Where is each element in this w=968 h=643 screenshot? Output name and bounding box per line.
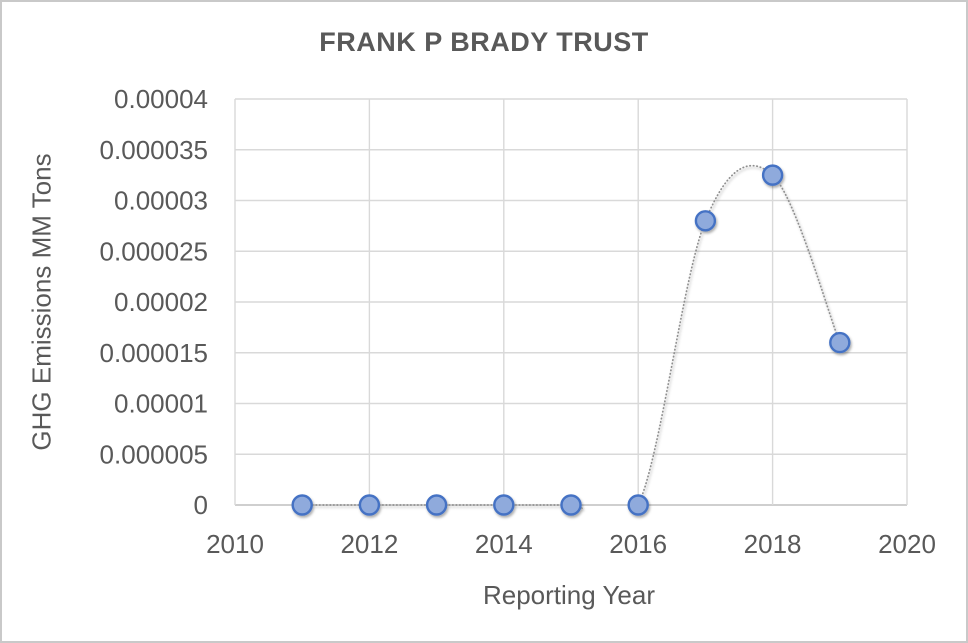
y-tick-label: 0.000015 (100, 338, 208, 368)
x-tick-label: 2010 (206, 529, 264, 559)
data-point-marker (627, 494, 649, 516)
y-tick-label: 0.00002 (114, 287, 208, 317)
data-point-marker (425, 494, 448, 516)
chart-title: FRANK P BRADY TRUST (319, 27, 649, 57)
data-point-marker (560, 494, 582, 516)
data-point-marker (694, 210, 717, 232)
data-point-marker (493, 494, 515, 516)
y-tick-label: 0.000025 (100, 236, 208, 266)
x-axis-title: Reporting Year (482, 580, 656, 610)
data-point-marker (358, 494, 381, 516)
y-tick-label: 0.000035 (100, 135, 208, 165)
x-tick-label: 2018 (744, 529, 802, 559)
x-tick-label: 2014 (475, 529, 533, 559)
data-point-marker (291, 494, 313, 516)
series-group (291, 164, 851, 516)
series-curve (301, 164, 841, 509)
data-point-marker (829, 331, 851, 354)
x-tick-label: 2012 (340, 529, 398, 559)
y-tick-label: 0.00001 (114, 389, 208, 419)
x-tick-label: 2016 (609, 529, 667, 559)
y-tick-label: 0 (194, 490, 208, 520)
y-tick-label: 0.00003 (114, 186, 208, 216)
x-tick-label: 2020 (878, 529, 936, 559)
y-tick-label: 0.000005 (100, 439, 208, 469)
y-tick-label: 0.00004 (114, 84, 208, 114)
data-point-marker (761, 164, 784, 186)
